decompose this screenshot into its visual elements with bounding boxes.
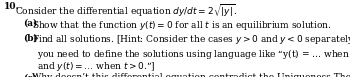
Text: (b): (b) bbox=[23, 33, 37, 43]
Text: Consider the differential equation $dy/dt = 2\sqrt{|y|}$.: Consider the differential equation $dy/d… bbox=[15, 2, 237, 19]
Text: Why doesn’t this differential equation contradict the Uniqueness Theorem?: Why doesn’t this differential equation c… bbox=[32, 73, 350, 77]
Text: (c): (c) bbox=[23, 73, 37, 77]
Text: 10.: 10. bbox=[4, 2, 20, 11]
Text: Show that the function $y(t) = 0$ for all $t$ is an equilibrium solution.: Show that the function $y(t) = 0$ for al… bbox=[32, 19, 332, 32]
Text: and $y(t) = \ldots$ when $t > 0$.”]: and $y(t) = \ldots$ when $t > 0$.”] bbox=[37, 60, 155, 73]
Text: (a): (a) bbox=[23, 19, 37, 28]
Text: Find all solutions. [​Hint: Consider the cases $y > 0$ and $y < 0$ separately. T: Find all solutions. [​Hint: Consider the… bbox=[32, 33, 350, 47]
Text: you need to define the solutions using language like “y(t) = … when $t \leq 0$: you need to define the solutions using l… bbox=[37, 47, 350, 61]
